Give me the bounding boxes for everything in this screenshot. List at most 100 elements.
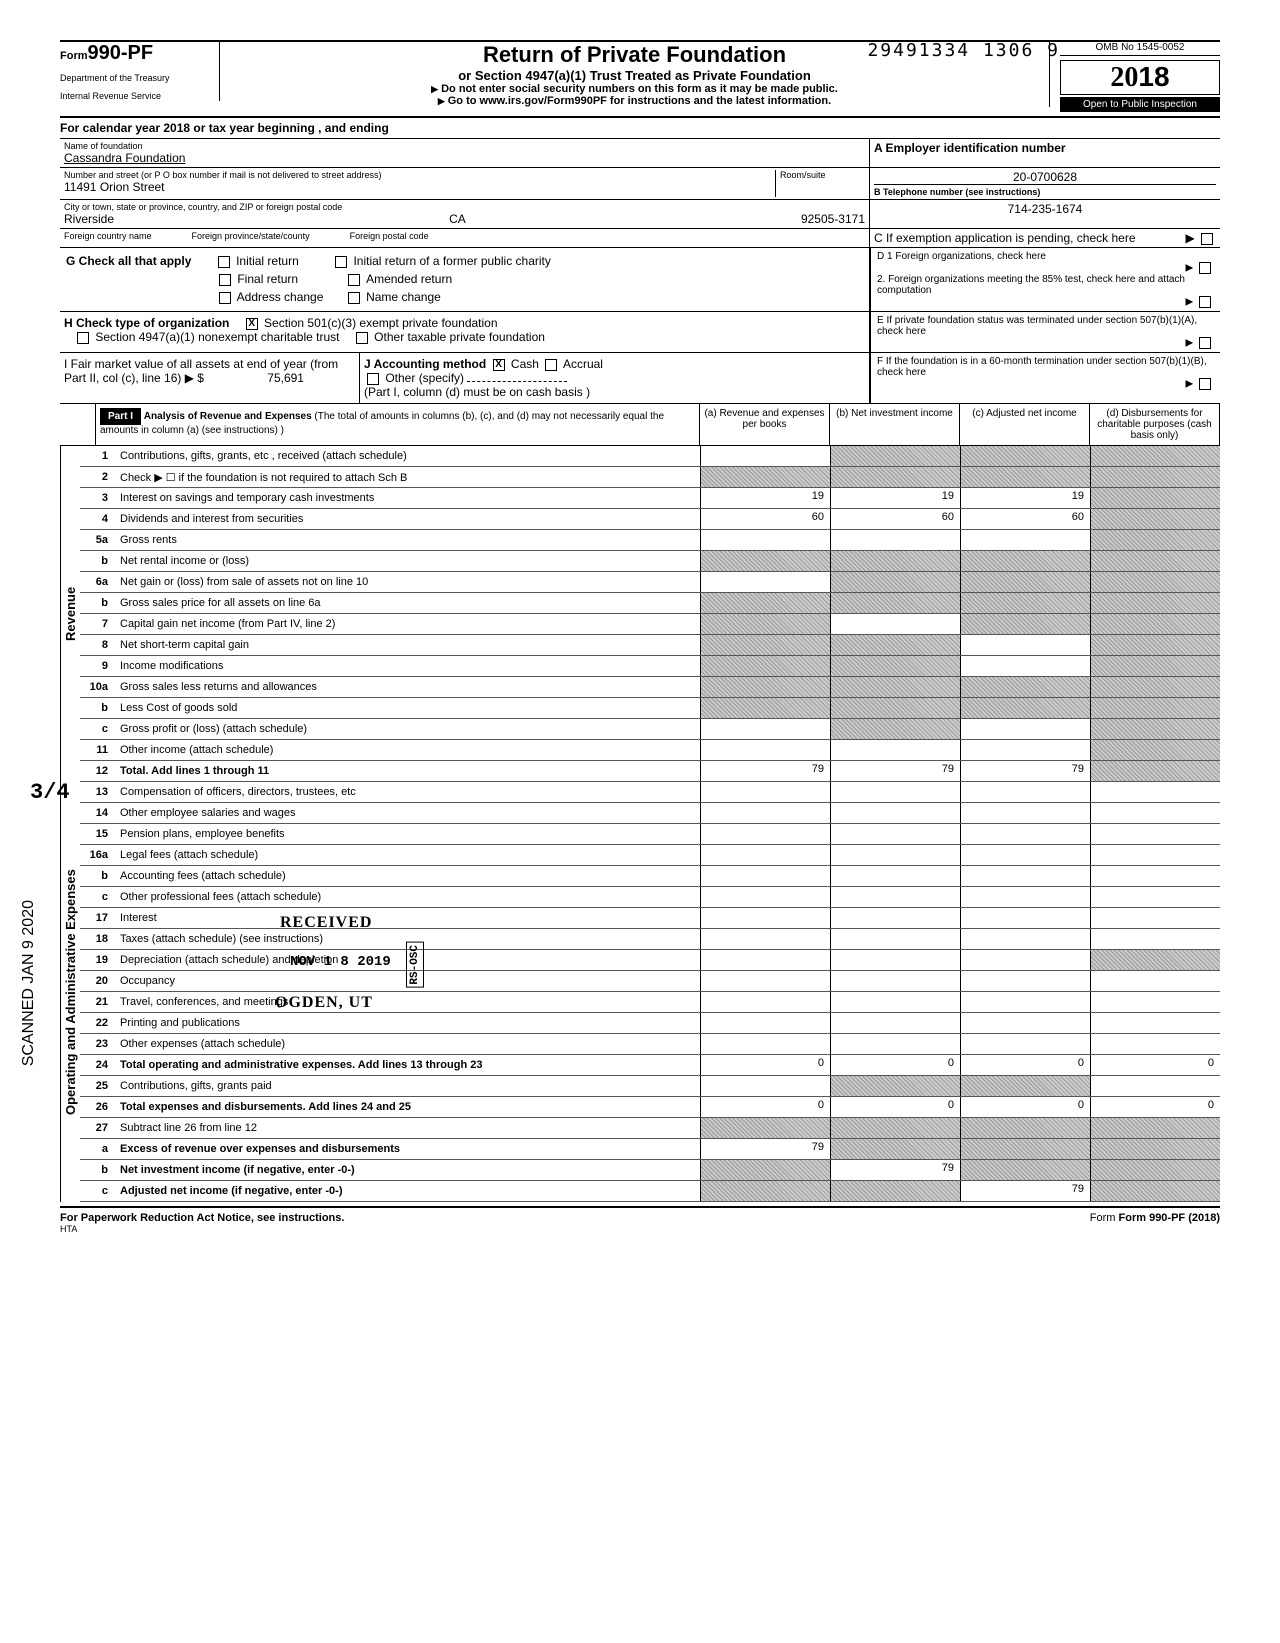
- line-number: 3: [80, 492, 116, 504]
- line-number: 7: [80, 618, 116, 630]
- line-value-b: [830, 677, 960, 697]
- col-c-header: (c) Adjusted net income: [960, 404, 1090, 445]
- line-value-c: [960, 992, 1090, 1012]
- amended-checkbox[interactable]: [348, 274, 360, 286]
- line-number: 4: [80, 513, 116, 525]
- opt-initial-former: Initial return of a former public charit…: [353, 254, 550, 268]
- line-description: Printing and publications: [116, 1015, 700, 1031]
- j-cash: Cash: [511, 357, 539, 371]
- form-subtitle: or Section 4947(a)(1) Trust Treated as P…: [230, 68, 1039, 83]
- line-value-b: [830, 992, 960, 1012]
- line-value-a: [700, 908, 830, 928]
- line-row: bNet investment income (if negative, ent…: [80, 1160, 1220, 1181]
- line-description: Capital gain net income (from Part IV, l…: [116, 616, 700, 632]
- line-value-a: 0: [700, 1097, 830, 1117]
- exemption-checkbox[interactable]: [1201, 233, 1213, 245]
- line-value-c: [960, 593, 1090, 613]
- line-value-a: [700, 740, 830, 760]
- f-checkbox[interactable]: [1199, 378, 1211, 390]
- line-value-d: [1090, 677, 1220, 697]
- final-return-checkbox[interactable]: [219, 274, 231, 286]
- line-value-b: [830, 635, 960, 655]
- state-value: CA: [449, 212, 466, 226]
- name-change-checkbox[interactable]: [348, 292, 360, 304]
- line-number: 17: [80, 912, 116, 924]
- line-value-c: [960, 782, 1090, 802]
- d2-checkbox[interactable]: [1199, 296, 1211, 308]
- address-change-checkbox[interactable]: [219, 292, 231, 304]
- line-value-a: [700, 1118, 830, 1138]
- line-value-a: [700, 572, 830, 592]
- line-value-c: [960, 803, 1090, 823]
- line-value-d: [1090, 446, 1220, 466]
- line-value-b: [830, 698, 960, 718]
- initial-return-checkbox[interactable]: [218, 256, 230, 268]
- line-value-d: [1090, 530, 1220, 550]
- line-value-d: [1090, 824, 1220, 844]
- line-value-d: [1090, 1034, 1220, 1054]
- line-value-b: [830, 782, 960, 802]
- foundation-name: Cassandra Foundation: [64, 151, 865, 165]
- line-description: Excess of revenue over expenses and disb…: [116, 1141, 700, 1157]
- phone-label: B Telephone number (see instructions): [874, 184, 1216, 197]
- line-value-c: 0: [960, 1097, 1090, 1117]
- line-row: 12Total. Add lines 1 through 11797979: [80, 761, 1220, 782]
- line-row: 10aGross sales less returns and allowanc…: [80, 677, 1220, 698]
- d1-checkbox[interactable]: [1199, 262, 1211, 274]
- line-value-b: [830, 803, 960, 823]
- line-value-c: [960, 845, 1090, 865]
- line-value-b: [830, 656, 960, 676]
- line-value-a: [700, 803, 830, 823]
- line-number: b: [80, 597, 116, 609]
- line-row: 7Capital gain net income (from Part IV, …: [80, 614, 1220, 635]
- line-value-b: [830, 446, 960, 466]
- line-value-c: [960, 551, 1090, 571]
- other-taxable-checkbox[interactable]: [356, 332, 368, 344]
- rs-osc-stamp: RS-OSC: [406, 942, 424, 988]
- line-description: Net rental income or (loss): [116, 553, 700, 569]
- line-value-c: [960, 530, 1090, 550]
- other-method-checkbox[interactable]: [367, 373, 379, 385]
- accrual-checkbox[interactable]: [545, 359, 557, 371]
- line-value-c: [960, 614, 1090, 634]
- e-checkbox[interactable]: [1199, 337, 1211, 349]
- line-value-a: 79: [700, 1139, 830, 1159]
- form-number-box: Form990-PF Department of the Treasury In…: [60, 42, 220, 101]
- foundation-addr: 11491 Orion Street: [64, 180, 775, 194]
- form-prefix: Form: [60, 50, 88, 62]
- scanned-stamp: SCANNED JAN 9 2020: [20, 900, 38, 1066]
- foreign-country-label: Foreign country name: [64, 231, 152, 245]
- line-value-a: [700, 1034, 830, 1054]
- line-value-c: [960, 971, 1090, 991]
- cash-checkbox[interactable]: [493, 359, 505, 371]
- initial-former-checkbox[interactable]: [335, 256, 347, 268]
- line-value-a: [700, 551, 830, 571]
- line-row: bNet rental income or (loss): [80, 551, 1220, 572]
- line-row: 9Income modifications: [80, 656, 1220, 677]
- line-row: 2Check ▶ ☐ if the foundation is not requ…: [80, 467, 1220, 488]
- line-value-d: 0: [1090, 1055, 1220, 1075]
- line-row: 1Contributions, gifts, grants, etc , rec…: [80, 446, 1220, 467]
- line-row: 21Travel, conferences, and meetings: [80, 992, 1220, 1013]
- line-value-d: [1090, 1076, 1220, 1096]
- line-description: Gross sales price for all assets on line…: [116, 595, 700, 611]
- line-value-b: [830, 1034, 960, 1054]
- line-number: c: [80, 891, 116, 903]
- line-number: c: [80, 723, 116, 735]
- line-value-c: [960, 908, 1090, 928]
- open-inspection: Open to Public Inspection: [1060, 97, 1220, 112]
- line-value-d: [1090, 1118, 1220, 1138]
- line-value-c: 60: [960, 509, 1090, 529]
- line-value-d: [1090, 866, 1220, 886]
- line-number: b: [80, 1164, 116, 1176]
- line-value-b: [830, 467, 960, 487]
- line-number: c: [80, 1185, 116, 1197]
- 501c3-checkbox[interactable]: [246, 318, 258, 330]
- line-value-c: 79: [960, 761, 1090, 781]
- 4947-checkbox[interactable]: [77, 332, 89, 344]
- line-value-b: 60: [830, 509, 960, 529]
- line-number: 11: [80, 744, 116, 756]
- line-value-c: [960, 887, 1090, 907]
- part1-title: Analysis of Revenue and Expenses: [144, 411, 312, 422]
- line-number: 24: [80, 1059, 116, 1071]
